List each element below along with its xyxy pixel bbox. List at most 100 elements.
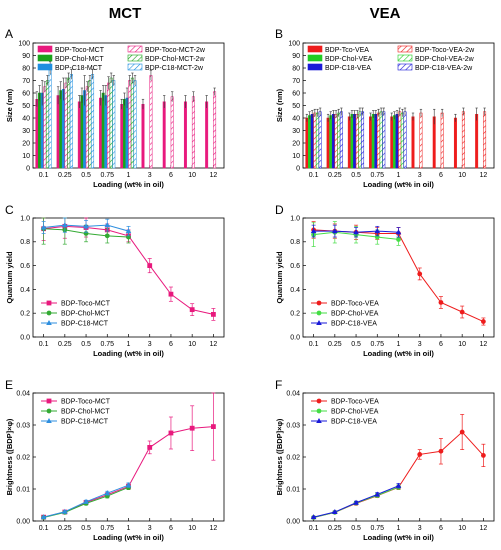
x-tick-label: 12: [479, 525, 487, 532]
bar: [395, 114, 399, 169]
y-tick-label: 20: [22, 140, 30, 147]
x-tick-label: 10: [458, 341, 466, 348]
data-point: [459, 429, 465, 435]
legend-marker: [316, 398, 322, 404]
data-point: [40, 224, 47, 230]
legend-marker: [46, 408, 52, 414]
data-point: [104, 233, 110, 239]
data-point: [147, 445, 153, 450]
bar: [313, 112, 317, 169]
panel-d: D 0.0 0.2 0.4 0.6 0.8 1.0 0.1 0.25 0.5 0.75 1 3 6 10 12…: [275, 203, 495, 358]
bar: [125, 97, 129, 169]
y-tick-label: 0.8: [20, 239, 30, 246]
y-tick-label: 0.00: [16, 518, 30, 525]
bar: [374, 114, 378, 169]
x-tick-label: 0.25: [328, 172, 342, 179]
x-tick-label: 1: [397, 525, 401, 532]
x-tick-label: 0.1: [39, 172, 49, 179]
bar: [411, 116, 415, 169]
series-line: [313, 431, 484, 518]
bar: [99, 97, 103, 169]
x-tick-label: 0.75: [100, 172, 114, 179]
bar: [339, 111, 343, 169]
legend-label: BDP-C18-VEA-2w: [415, 65, 473, 72]
legend-label: BDP-C18-MCT: [61, 419, 109, 426]
y-tick-label: 0.04: [16, 390, 30, 397]
legend-label: BDP-Toco-MCT: [61, 399, 111, 406]
bar: [46, 80, 49, 169]
legend-label: BDP-C18-MCT-2w: [145, 65, 204, 72]
bar: [379, 111, 383, 169]
y-axis-label: Brightness ([BDP]×φ): [275, 418, 284, 495]
panel-f: F 0.00 0.01 0.02 0.03 0.04 0.1 0.25 0.5 0.75 1 3 6 10…: [275, 378, 495, 542]
bar: [347, 116, 351, 169]
bar: [390, 116, 394, 169]
data-point: [353, 229, 359, 235]
data-point: [210, 311, 216, 317]
x-tick-label: 12: [479, 341, 487, 348]
column-title-mct: MCT: [109, 5, 142, 22]
legend-marker: [316, 408, 322, 414]
bar: [91, 74, 95, 169]
data-point: [125, 482, 132, 488]
bar: [318, 111, 322, 169]
legend-marker: [316, 320, 322, 325]
y-tick-label: 1.0: [290, 215, 300, 222]
bar: [353, 114, 357, 169]
panel-letter: B: [275, 27, 283, 41]
x-tick-label: 3: [418, 172, 422, 179]
legend-swatch: [37, 54, 53, 62]
x-tick-label: 10: [188, 525, 196, 532]
y-tick-label: 60: [292, 90, 300, 97]
x-tick-label: 6: [169, 172, 173, 179]
bar: [141, 104, 145, 169]
panel-letter: E: [5, 378, 13, 392]
bar: [80, 95, 84, 169]
y-axis-label: Quantum yield: [5, 251, 14, 304]
bar: [382, 111, 386, 169]
legend-label: BDP-Tco-VEA: [325, 47, 369, 54]
legend-marker: [46, 320, 52, 325]
x-axis-label: Loading (wt% in oil): [363, 349, 434, 358]
legend-swatch: [307, 45, 323, 53]
legend-label: BDP-C18-VEA: [325, 65, 371, 72]
legend-label: BDP-Toco-MCT: [55, 47, 105, 54]
y-tick-label: 0.01: [286, 486, 300, 493]
data-point: [62, 508, 68, 514]
y-tick-label: 30: [22, 128, 30, 135]
y-tick-label: 70: [292, 78, 300, 85]
data-point: [83, 223, 89, 229]
bar: [331, 114, 335, 169]
y-tick-label: 0.2: [20, 311, 30, 318]
y-tick-label: 1.0: [20, 215, 30, 222]
bar: [371, 114, 375, 169]
legend-marker: [316, 300, 322, 306]
x-tick-label: 10: [188, 341, 196, 348]
data-point: [480, 319, 486, 324]
bar: [59, 90, 63, 169]
y-tick-label: 0.4: [20, 287, 30, 294]
legend-swatch: [307, 63, 323, 71]
x-tick-label: 12: [209, 341, 217, 348]
x-tick-label: 0.1: [309, 172, 319, 179]
legend-swatch: [127, 54, 143, 62]
x-tick-label: 3: [418, 525, 422, 532]
bar: [101, 92, 105, 169]
bar: [461, 111, 465, 169]
data-point: [125, 228, 132, 234]
y-tick-label: 0.03: [286, 422, 300, 429]
data-point: [310, 228, 317, 234]
x-tick-label: 0.1: [309, 525, 319, 532]
legend-swatch: [37, 45, 53, 53]
x-tick-label: 12: [209, 525, 217, 532]
x-tick-label: 3: [148, 172, 152, 179]
y-tick-label: 0.6: [20, 263, 30, 270]
x-tick-label: 6: [169, 341, 173, 348]
data-point: [374, 491, 381, 497]
legend-label: BDP-C18-VEA: [331, 321, 377, 328]
x-tick-label: 0.5: [81, 172, 91, 179]
data-point: [189, 307, 195, 313]
y-axis-label: Size (nm): [275, 88, 284, 122]
data-point: [417, 271, 423, 277]
panel-e: E 0.00 0.01 0.02 0.03 0.04 0.1 0.25 0.5 0.75 1 3 6 10…: [5, 378, 225, 542]
